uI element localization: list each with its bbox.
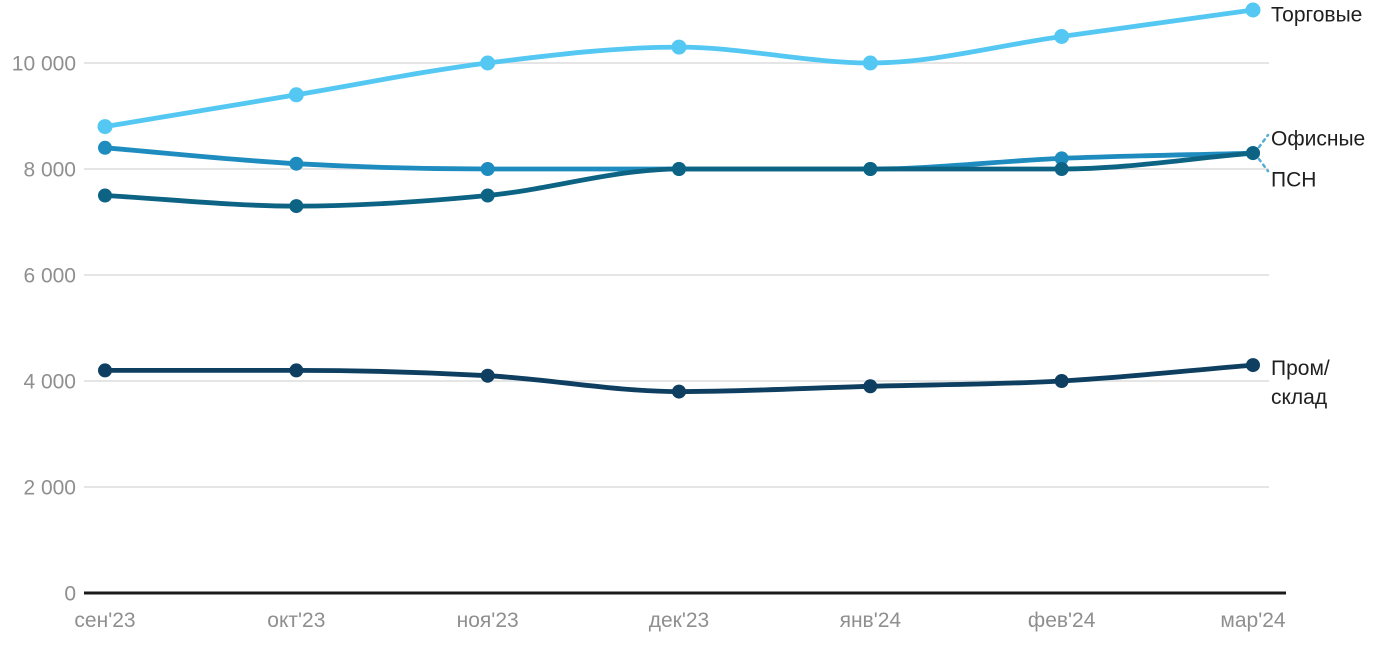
data-point [289, 199, 304, 214]
x-tick-label: окт'23 [267, 609, 325, 632]
data-point [1245, 2, 1261, 18]
series-label-psn: ПСН [1271, 168, 1317, 192]
y-tick-label: 10 000 [12, 53, 76, 76]
y-tick-label: 0 [64, 583, 76, 606]
data-point [1054, 162, 1069, 176]
x-tick-label: янв'24 [840, 609, 902, 632]
series-line-0 [102, 7, 1256, 129]
data-point [98, 363, 112, 378]
data-point [289, 156, 304, 171]
x-tick-label: фев'24 [1028, 609, 1096, 632]
y-tick-label: 6 000 [23, 265, 76, 288]
data-point [862, 55, 878, 71]
data-point [1054, 374, 1069, 388]
data-point [1246, 146, 1260, 161]
x-tick-label: сен'23 [74, 609, 135, 632]
x-tick-label: мар'24 [1220, 609, 1285, 632]
data-point [671, 39, 687, 55]
data-point [289, 363, 304, 378]
data-point [98, 188, 112, 203]
series-label-ofisnye: Офисные [1271, 127, 1366, 151]
leader-line-psn [1257, 157, 1270, 173]
y-tick-label: 2 000 [23, 477, 76, 500]
x-tick-label: дек'23 [649, 609, 710, 632]
series-label-torgovye: Торговые [1271, 3, 1363, 27]
data-point [863, 162, 878, 176]
data-point [1054, 29, 1070, 44]
data-point [97, 119, 113, 135]
data-point [480, 188, 495, 203]
leader-line-ofisnye [1257, 133, 1270, 149]
y-tick-label: 4 000 [23, 371, 76, 394]
data-point [1054, 151, 1069, 166]
data-point [1246, 358, 1260, 373]
x-tick-label: ноя'23 [457, 609, 519, 632]
y-tick-label: 8 000 [23, 159, 76, 182]
series-label-prom-sklad: Пром/ склад [1271, 357, 1330, 410]
data-point [480, 55, 496, 71]
data-point [98, 140, 112, 155]
data-point [672, 162, 686, 176]
data-point [288, 87, 304, 103]
data-point [480, 162, 495, 176]
data-point [863, 379, 878, 394]
data-point [672, 384, 686, 399]
data-point [480, 368, 495, 383]
